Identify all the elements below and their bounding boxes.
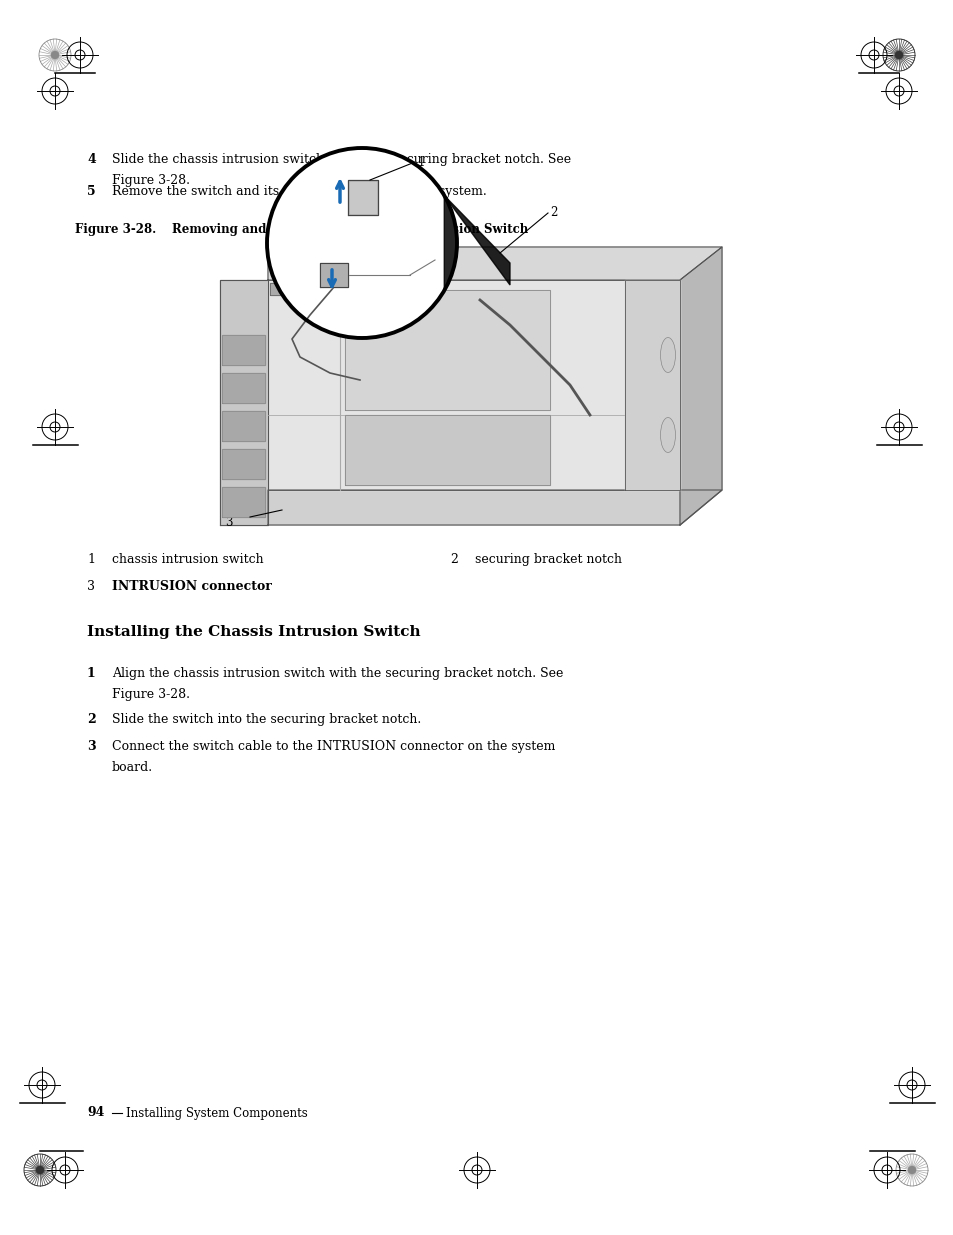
Text: Slide the chassis intrusion switch out of the securing bracket notch. See: Slide the chassis intrusion switch out o…: [112, 153, 571, 165]
Circle shape: [51, 51, 59, 59]
Text: chassis intrusion switch: chassis intrusion switch: [112, 553, 263, 566]
Text: 2: 2: [550, 206, 557, 220]
Text: 2: 2: [450, 553, 457, 566]
Text: Remove the switch and its attached cable from the system.: Remove the switch and its attached cable…: [112, 185, 486, 198]
Text: 3: 3: [87, 580, 95, 593]
Polygon shape: [345, 415, 550, 485]
Text: Installing the Chassis Intrusion Switch: Installing the Chassis Intrusion Switch: [87, 625, 420, 638]
Text: 5: 5: [87, 185, 95, 198]
Polygon shape: [268, 490, 721, 525]
Polygon shape: [444, 195, 510, 290]
Polygon shape: [345, 290, 550, 410]
Circle shape: [907, 1166, 915, 1174]
Text: 4: 4: [87, 153, 95, 165]
Text: INTRUSION connector: INTRUSION connector: [112, 580, 272, 593]
Text: Removing and Installing the Chassis Intrusion Switch: Removing and Installing the Chassis Intr…: [172, 224, 528, 236]
Text: Figure 3-28.: Figure 3-28.: [112, 688, 190, 701]
Polygon shape: [270, 283, 314, 295]
Text: 1: 1: [87, 553, 95, 566]
Text: Figure 3-28.: Figure 3-28.: [75, 224, 156, 236]
Polygon shape: [222, 411, 265, 441]
Text: Figure 3-28.: Figure 3-28.: [112, 174, 190, 186]
Polygon shape: [268, 280, 679, 490]
Circle shape: [894, 51, 902, 59]
Text: Slide the switch into the securing bracket notch.: Slide the switch into the securing brack…: [112, 713, 421, 726]
Polygon shape: [348, 180, 377, 215]
Polygon shape: [268, 247, 721, 280]
Polygon shape: [222, 335, 265, 366]
Polygon shape: [222, 450, 265, 479]
Text: 3: 3: [87, 740, 95, 753]
Ellipse shape: [659, 417, 675, 452]
Text: board.: board.: [112, 761, 153, 774]
Polygon shape: [222, 487, 265, 517]
Polygon shape: [624, 280, 679, 490]
Polygon shape: [319, 263, 348, 287]
Polygon shape: [350, 182, 375, 212]
Polygon shape: [679, 247, 721, 525]
Text: 94: 94: [87, 1107, 104, 1119]
Text: 2: 2: [87, 713, 95, 726]
Text: Align the chassis intrusion switch with the securing bracket notch. See: Align the chassis intrusion switch with …: [112, 667, 563, 680]
Polygon shape: [222, 373, 265, 403]
Text: 3: 3: [225, 516, 233, 530]
Text: securing bracket notch: securing bracket notch: [475, 553, 621, 566]
Text: Installing System Components: Installing System Components: [126, 1107, 308, 1119]
Text: 1: 1: [417, 156, 425, 168]
Ellipse shape: [659, 337, 675, 373]
Text: 1: 1: [87, 667, 95, 680]
Circle shape: [36, 1166, 44, 1174]
Circle shape: [267, 148, 456, 338]
Polygon shape: [220, 280, 268, 525]
Text: Connect the switch cable to the INTRUSION connector on the system: Connect the switch cable to the INTRUSIO…: [112, 740, 555, 753]
